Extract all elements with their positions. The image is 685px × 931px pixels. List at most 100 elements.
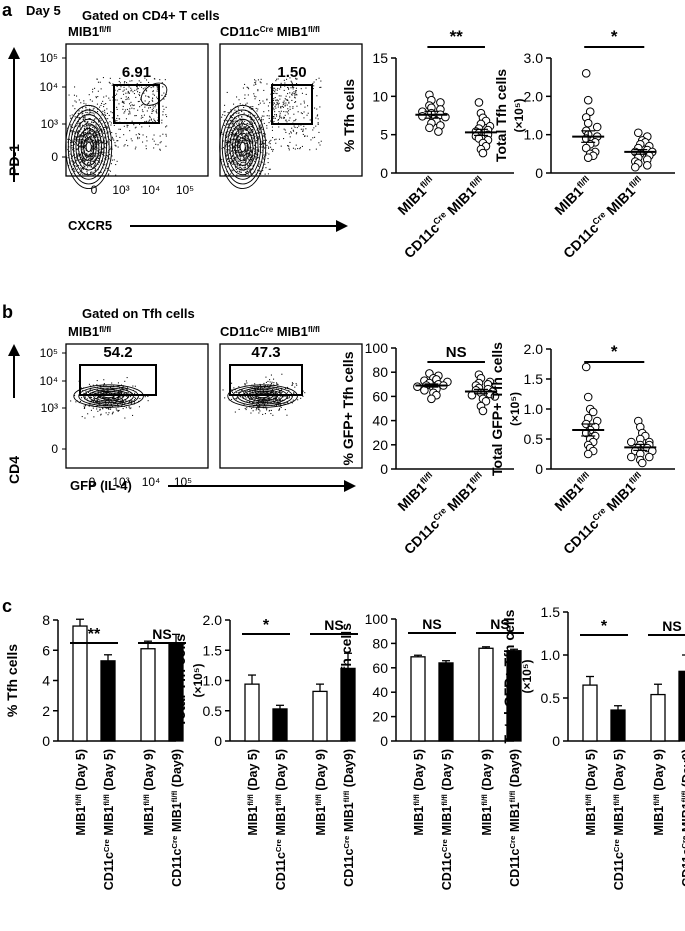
event-dot	[244, 164, 246, 166]
event-dot	[105, 399, 107, 401]
event-dot	[107, 402, 109, 404]
event-dot	[88, 124, 90, 126]
event-dot	[120, 86, 122, 88]
event-dot	[288, 110, 290, 112]
event-dot	[106, 154, 108, 156]
event-dot	[116, 399, 118, 401]
event-dot	[296, 78, 298, 80]
event-dot	[232, 170, 234, 172]
event-dot	[114, 94, 116, 96]
event-dot	[90, 165, 92, 167]
event-dot	[146, 120, 148, 122]
event-dot	[288, 88, 290, 90]
event-dot	[255, 142, 257, 144]
event-dot	[102, 147, 104, 149]
event-dot	[283, 102, 285, 104]
event-dot	[221, 131, 223, 133]
event-dot	[289, 92, 291, 94]
event-dot	[116, 409, 118, 411]
event-dot	[130, 105, 132, 107]
event-dot	[126, 108, 128, 110]
event-dot	[147, 395, 149, 397]
y-axis-title: Total Tfh cells	[172, 634, 188, 727]
event-dot	[231, 123, 233, 125]
event-dot	[103, 143, 105, 145]
event-dot	[142, 104, 144, 106]
event-dot	[263, 158, 265, 160]
event-dot	[274, 399, 276, 401]
event-dot	[105, 393, 107, 395]
event-dot	[231, 150, 233, 152]
event-dot	[299, 147, 301, 149]
significance-label: **	[450, 27, 464, 46]
event-dot	[255, 396, 257, 398]
flow-y-tick: 10⁴	[39, 374, 58, 388]
event-dot	[273, 102, 275, 104]
event-dot	[84, 396, 86, 398]
event-dot	[156, 109, 158, 111]
event-dot	[287, 145, 289, 147]
event-dot	[252, 108, 254, 110]
event-dot	[107, 136, 109, 138]
event-dot	[108, 408, 110, 410]
y-tick-label: 100	[365, 611, 389, 627]
event-dot	[97, 139, 99, 141]
event-dot	[112, 83, 114, 85]
event-dot	[312, 88, 314, 90]
event-dot	[125, 407, 127, 409]
event-dot	[105, 157, 107, 159]
contour-ring	[75, 123, 102, 171]
event-dot	[106, 399, 108, 401]
event-dot	[92, 155, 94, 157]
event-dot	[108, 114, 110, 116]
event-dot	[234, 149, 236, 151]
event-dot	[275, 107, 277, 109]
event-dot	[135, 146, 137, 148]
flow-x-axis-arrow-head	[344, 480, 356, 492]
event-dot	[224, 174, 226, 176]
event-dot	[72, 126, 74, 128]
event-dot	[263, 393, 265, 395]
event-dot	[119, 82, 121, 84]
event-dot	[273, 92, 275, 94]
event-dot	[304, 135, 306, 137]
event-dot	[295, 87, 297, 89]
event-dot	[250, 106, 252, 108]
event-dot	[130, 138, 132, 140]
y-tick-label: 2.0	[203, 612, 223, 628]
y-axis-title: Total GFP+ Tfh cells	[501, 609, 517, 743]
event-dot	[318, 142, 320, 144]
event-dot	[86, 138, 88, 140]
event-dot	[97, 111, 99, 113]
event-dot	[273, 109, 275, 111]
event-dot	[269, 140, 271, 142]
event-dot	[262, 170, 264, 172]
event-dot	[95, 159, 97, 161]
event-dot	[124, 111, 126, 113]
event-dot	[91, 167, 93, 169]
event-dot	[104, 137, 106, 139]
event-dot	[277, 122, 279, 124]
event-dot	[252, 154, 254, 156]
event-dot	[267, 173, 269, 175]
event-dot	[85, 123, 87, 125]
event-dot	[236, 134, 238, 136]
event-dot	[261, 127, 263, 129]
event-dot	[240, 130, 242, 132]
event-dot	[77, 164, 79, 166]
event-dot	[92, 174, 94, 176]
event-dot	[259, 404, 261, 406]
event-dot	[271, 148, 273, 150]
event-dot	[149, 116, 151, 118]
data-point	[633, 128, 643, 138]
event-dot	[253, 93, 255, 95]
event-dot	[91, 153, 93, 155]
event-dot	[119, 128, 121, 130]
event-dot	[293, 392, 295, 394]
event-dot	[79, 122, 81, 124]
contour-ring	[232, 128, 254, 166]
event-dot	[234, 162, 236, 164]
event-dot	[231, 154, 233, 156]
event-dot	[161, 119, 163, 121]
event-dot	[161, 94, 163, 96]
